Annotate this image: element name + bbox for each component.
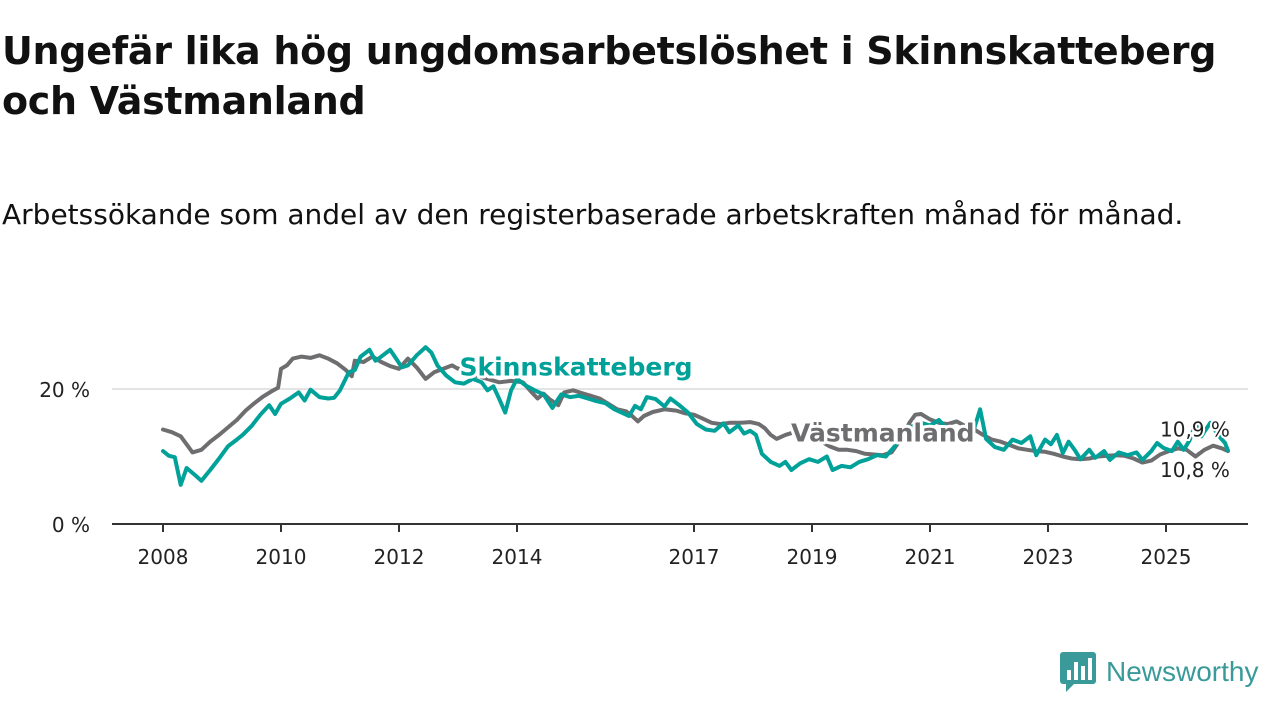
y-tick-label: 20 %	[39, 378, 90, 402]
end-value-label: 10,9 %	[1160, 417, 1230, 441]
y-tick-label: 0 %	[52, 513, 90, 537]
series-line-skinnskatteberg	[161, 345, 1230, 487]
x-tick-label: 2019	[787, 545, 838, 569]
chart-subtitle: Arbetssökande som andel av den registerb…	[2, 198, 1184, 231]
x-tick-label: 2008	[138, 545, 189, 569]
chart-title: Ungefär lika hög ungdomsarbetslöshet i S…	[2, 29, 1217, 123]
newsworthy-logo-text: Newsworthy	[1106, 656, 1259, 687]
newsworthy-logo: Newsworthy	[1060, 652, 1258, 692]
end-value-label: 10,8 %	[1160, 458, 1230, 482]
newsworthy-logo-icon	[1060, 652, 1096, 692]
x-tick-label: 2023	[1023, 545, 1074, 569]
x-tick-label: 2010	[256, 545, 307, 569]
line-chart: 0 % 20 % 2008 2010 2012 2014 2017 2019 2021 2023 2…	[39, 345, 1248, 569]
x-tick-label: 2014	[492, 545, 543, 569]
x-tick-label: 2017	[669, 545, 720, 569]
series-label-vstmanland: Västmanland	[791, 419, 975, 448]
x-tick-label: 2021	[905, 545, 956, 569]
series-label-skinnskatteberg: Skinnskatteberg	[459, 353, 692, 382]
series-line-vstmanland	[161, 353, 1230, 465]
x-tick-label: 2012	[374, 545, 425, 569]
x-tick-label: 2025	[1141, 545, 1192, 569]
